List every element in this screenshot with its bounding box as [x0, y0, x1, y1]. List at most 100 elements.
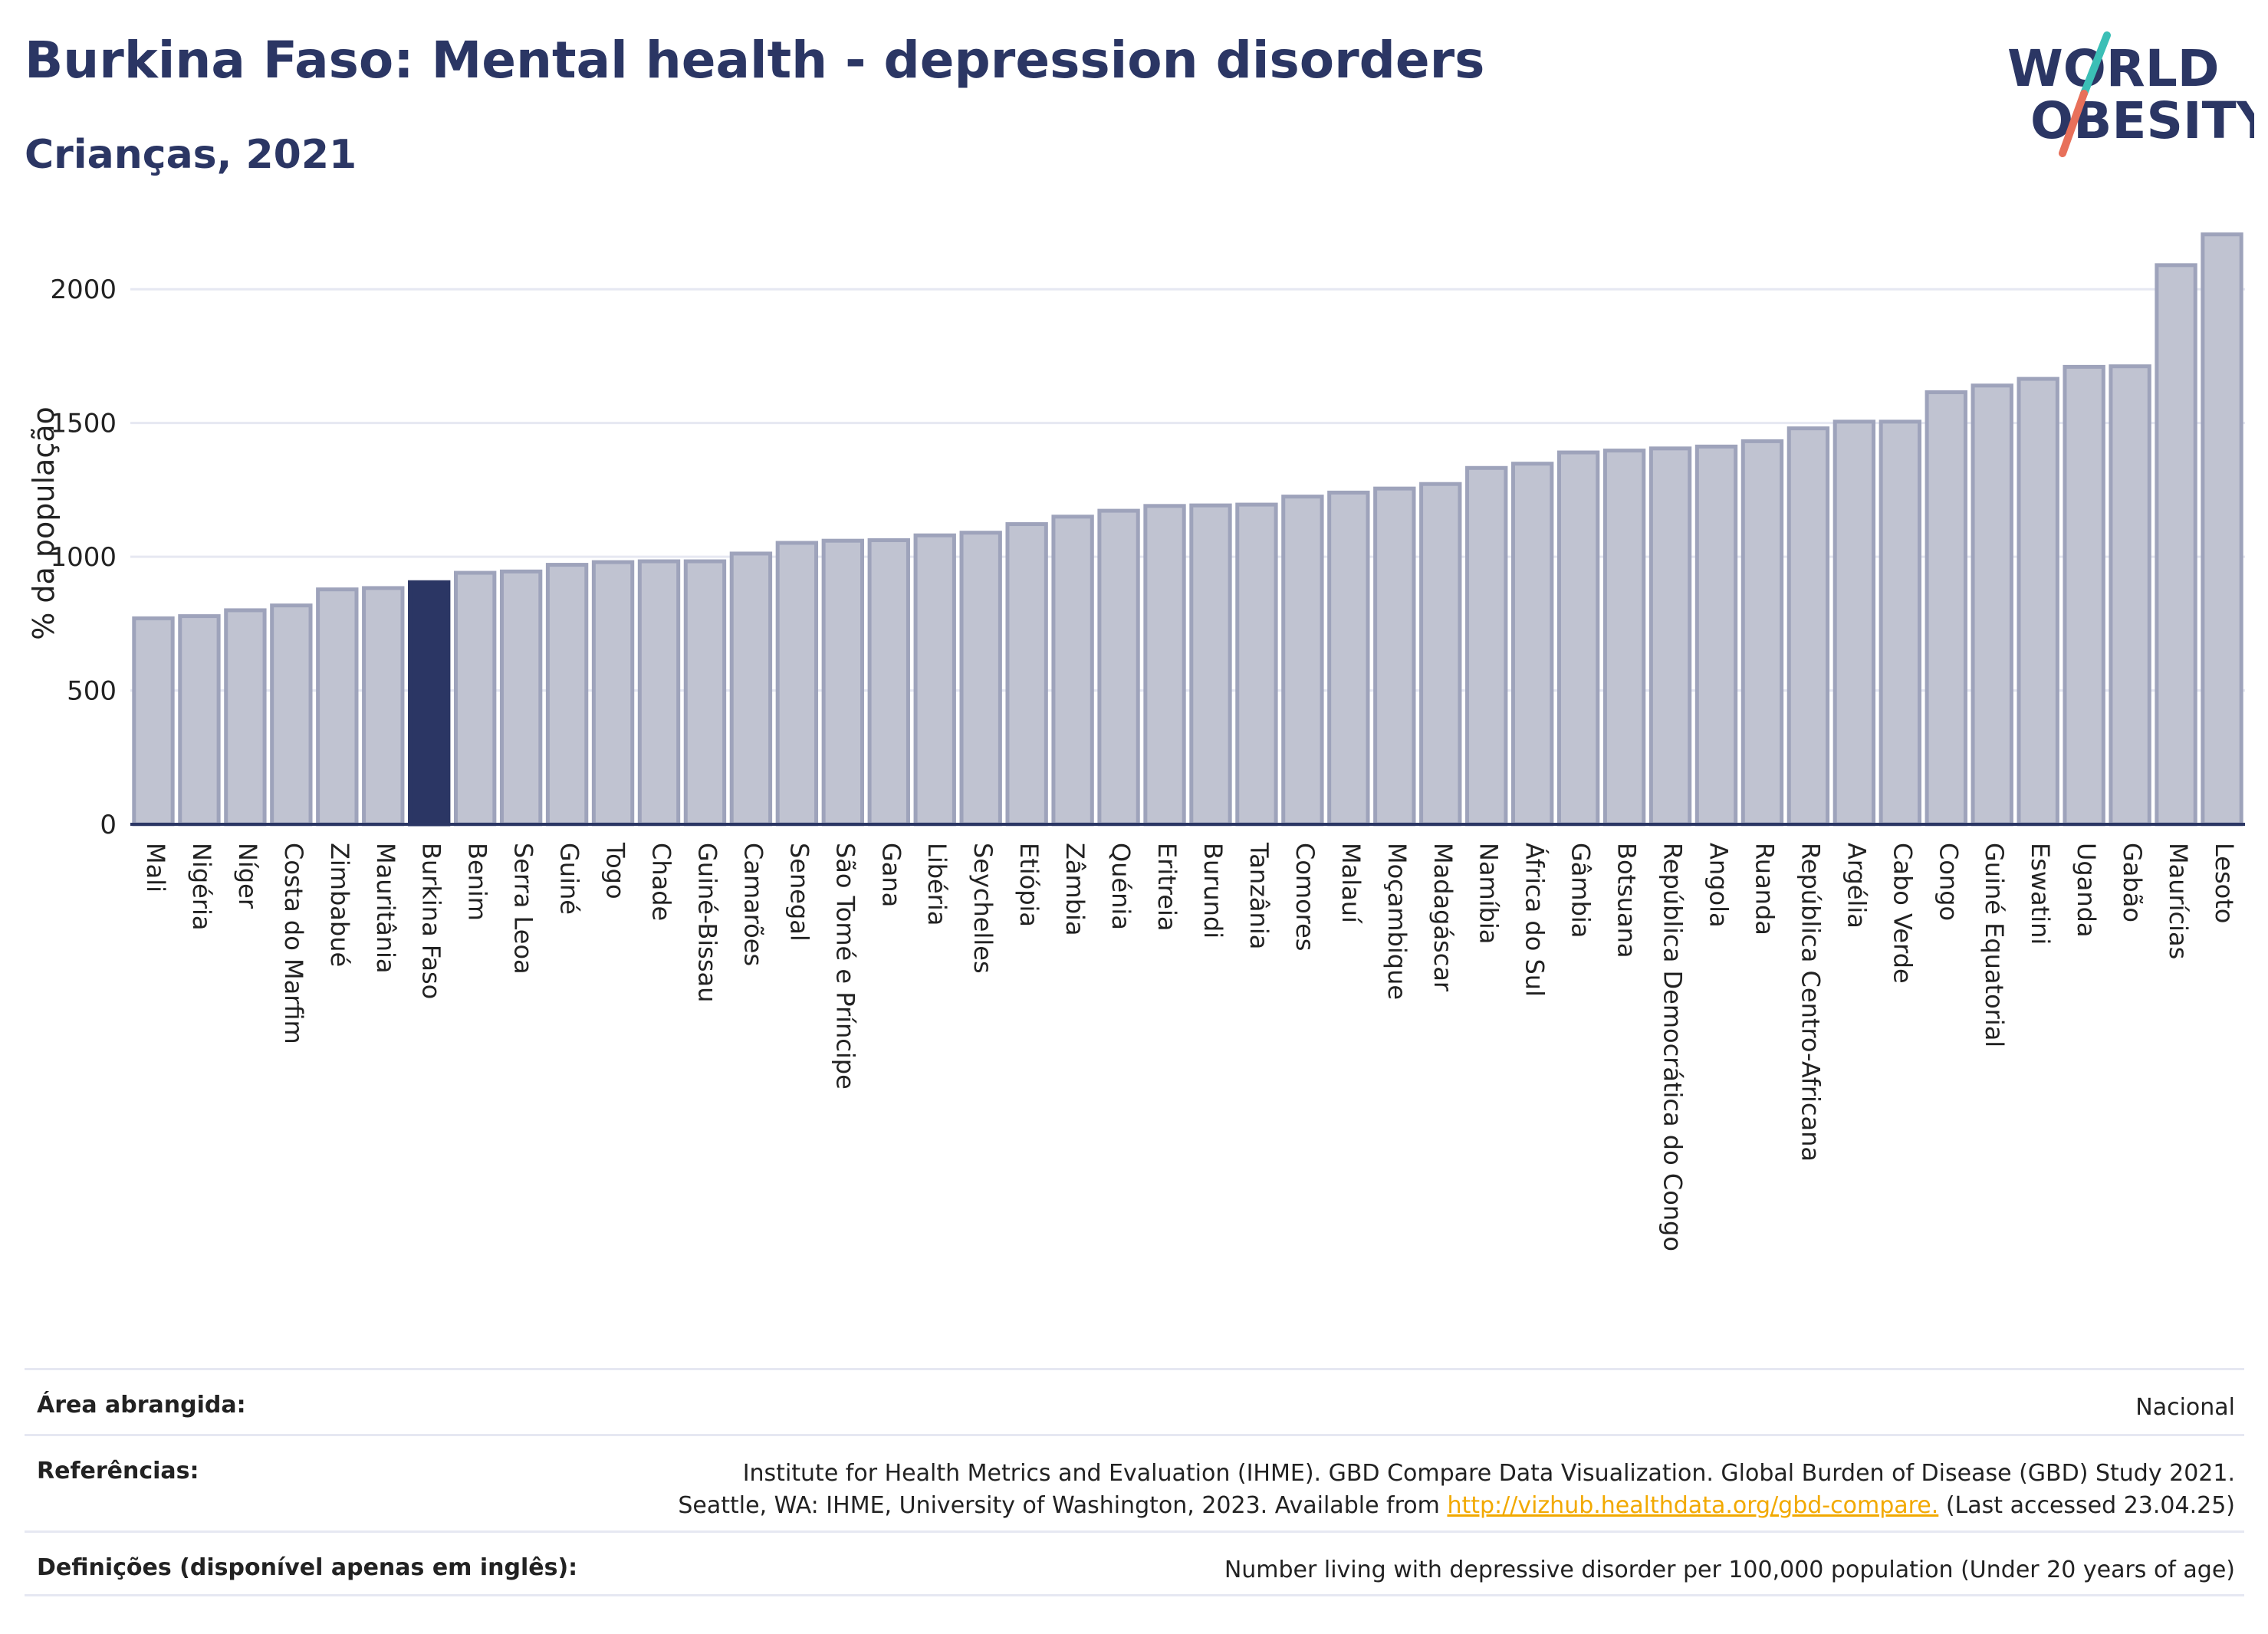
x-tick-label: Quénia: [1106, 843, 1136, 930]
bar: [1419, 482, 1462, 827]
footer-row-references: Referências: Institute for Health Metric…: [25, 1434, 2244, 1530]
x-tick-label: Gana: [876, 843, 906, 907]
x-tick-label: Congo: [1934, 843, 1963, 921]
bar: [2155, 263, 2197, 827]
references-line2: Seattle, WA: IHME, University of Washing…: [678, 1492, 1440, 1519]
bar: [1925, 390, 1967, 827]
bar: [1740, 439, 1784, 827]
x-tick-label: Cabo Verde: [1888, 843, 1917, 984]
x-tick-label: Burkina Faso: [417, 843, 446, 999]
x-tick-label: República Centro-Africana: [1796, 843, 1825, 1162]
bar: [1097, 508, 1140, 827]
bar: [1648, 446, 1692, 827]
x-tick-label: Costa do Marfim: [279, 843, 308, 1044]
x-tick-label: Zâmbia: [1060, 843, 1090, 936]
y-tick-label: 0: [100, 810, 117, 840]
bar: [1786, 426, 1830, 827]
x-tick-label: Tanzânia: [1244, 842, 1274, 949]
x-tick-label: Guiné-Bissau: [692, 843, 721, 1002]
bar: [2201, 232, 2243, 827]
area-value: Nacional: [2135, 1394, 2235, 1421]
references-line1: Institute for Health Metrics and Evaluat…: [742, 1460, 2235, 1487]
x-tick-label: Angola: [1704, 843, 1734, 928]
x-tick-label: Zimbabué: [325, 843, 354, 967]
logo-slash-bottom: [2059, 90, 2088, 157]
x-tick-label: Mali: [141, 843, 170, 893]
bar: [545, 563, 589, 827]
bar: [2017, 376, 2059, 827]
bar: [270, 603, 313, 827]
references-label: Referências:: [37, 1458, 199, 1484]
x-tick-label: Togo: [601, 842, 630, 899]
logo-text-world: WORLD: [2007, 39, 2220, 98]
x-tick-label: Nigéria: [187, 843, 216, 930]
y-axis-label: % da população: [27, 406, 61, 640]
bar: [867, 538, 910, 827]
x-tick-label: Guiné Equatorial: [1980, 843, 2009, 1047]
x-tick-label: Níger: [233, 843, 262, 909]
x-tick-label: República Democrática do Congo: [1658, 843, 1688, 1251]
x-tick-label: Mauritânia: [371, 843, 400, 973]
bar: [1143, 504, 1186, 827]
references-link[interactable]: http://vizhub.healthdata.org/gbd-compare…: [1447, 1492, 1939, 1519]
footer-table: Área abrangida: Nacional Referências: In…: [25, 1368, 2244, 1596]
x-tick-label: Eswatini: [2026, 843, 2055, 945]
bar: [499, 569, 543, 827]
bar: [1694, 444, 1738, 827]
logo-slash-top: [2080, 31, 2111, 97]
area-label: Área abrangida:: [37, 1392, 246, 1419]
page-subtitle: Crianças, 2021: [25, 132, 357, 178]
x-tick-label: Seychelles: [968, 843, 998, 974]
x-tick-label: Libéria: [922, 843, 952, 925]
y-tick-label: 1000: [50, 542, 117, 573]
x-tick-label: Senegal: [784, 843, 814, 942]
x-tick-label: Uganda: [2072, 843, 2101, 938]
bar: [1235, 502, 1278, 827]
y-tick-label: 1500: [50, 409, 117, 439]
bar-chart: 0 500 1000 1500 2000 Mali Nigéria Níger Costa do…: [27, 232, 2245, 1251]
x-tick-label: Malauí: [1336, 843, 1366, 924]
x-tick-label: Namíbia: [1474, 843, 1504, 944]
bar: [1971, 383, 2013, 827]
x-tick-label: Burundi: [1198, 843, 1228, 939]
x-tick-label: Lesoto: [2210, 843, 2239, 923]
bar: [1510, 462, 1554, 827]
bar: [821, 538, 865, 827]
page-title: Burkina Faso: Mental health - depression…: [25, 31, 1485, 90]
world-obesity-logo: WORLD OBESITY: [2007, 31, 2254, 157]
bar: [408, 580, 451, 827]
bar: [1327, 490, 1370, 827]
bar: [132, 616, 175, 827]
bar: [1556, 450, 1600, 827]
definitions-label: Definições (disponível apenas em inglês)…: [37, 1554, 578, 1581]
x-tick-label: Gâmbia: [1566, 843, 1596, 938]
x-tick-label: Botsuana: [1612, 843, 1642, 958]
bar: [1465, 465, 1508, 827]
bar: [591, 560, 635, 827]
x-tick-label: Madagáscar: [1428, 843, 1458, 992]
bar: [362, 586, 405, 827]
bar: [959, 531, 1002, 827]
bar: [1832, 419, 1876, 827]
bar: [1281, 495, 1324, 827]
x-tick-label: São Tomé e Príncipe: [830, 843, 860, 1090]
x-tick-label: Guiné: [555, 843, 584, 915]
x-tick-label: Eritreia: [1152, 843, 1182, 931]
x-tick-label: Camarões: [738, 843, 768, 966]
x-tick-label: Moçambique: [1382, 843, 1412, 1000]
bar: [1051, 515, 1094, 827]
bar: [1005, 522, 1048, 827]
bar: [1373, 486, 1416, 827]
bar: [2063, 364, 2105, 827]
bar: [178, 614, 221, 827]
references-value: Institute for Health Metrics and Evaluat…: [678, 1458, 2235, 1522]
x-tick-label: Maurícias: [2164, 843, 2193, 959]
x-tick-label: Benim: [463, 843, 492, 921]
bar: [224, 608, 267, 827]
bar: [1189, 503, 1232, 827]
x-tick-label: Comores: [1290, 843, 1320, 951]
y-tick-label: 2000: [50, 275, 117, 305]
footer-row-definitions: Definições (disponível apenas em inglês)…: [25, 1530, 2244, 1596]
x-tick-label: Serra Leoa: [509, 843, 538, 975]
references-suffix: (Last accessed 23.04.25): [1945, 1492, 2235, 1519]
